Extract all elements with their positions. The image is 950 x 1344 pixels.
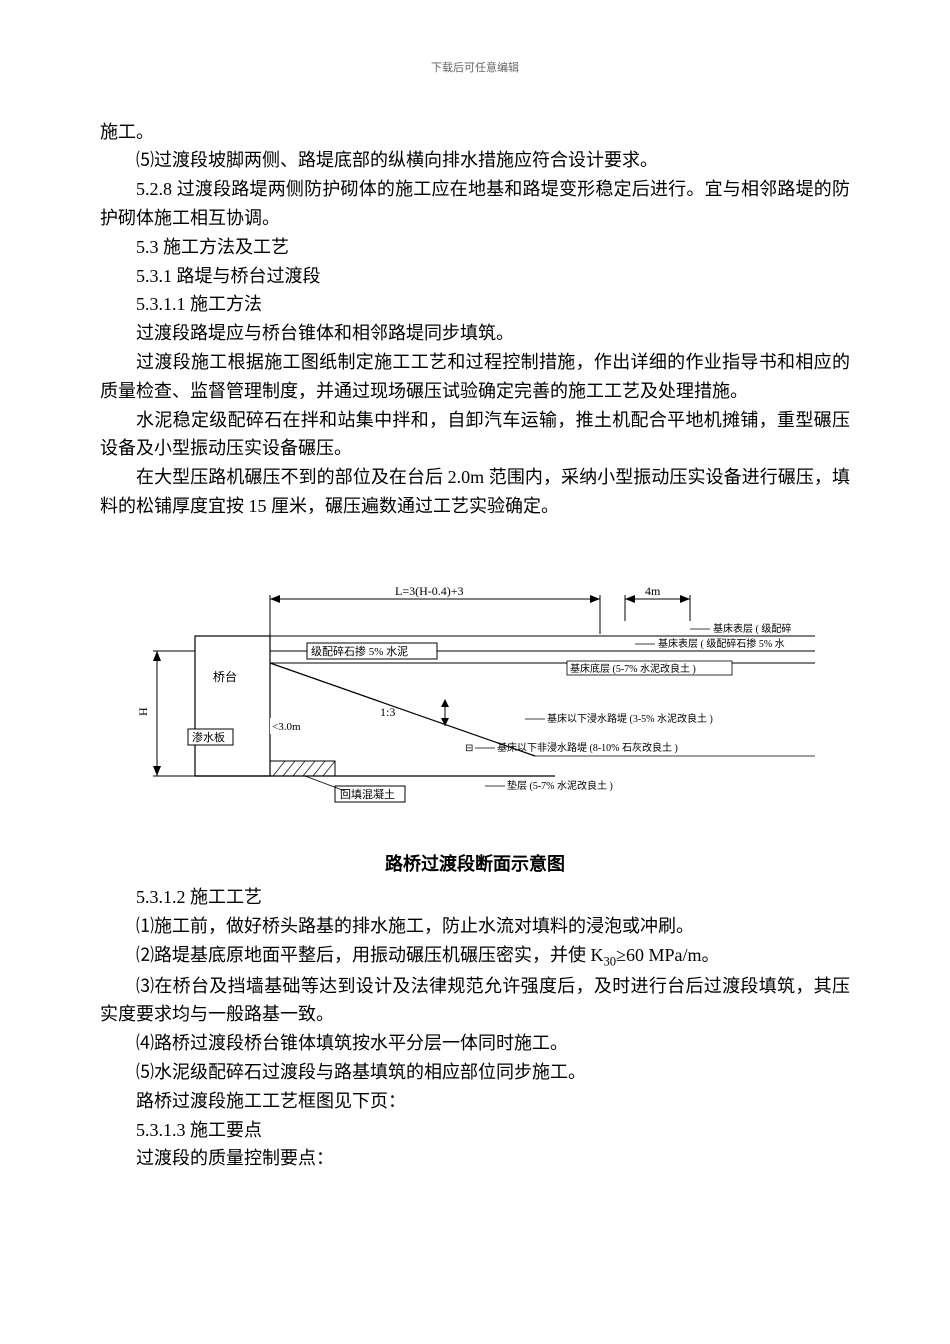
label-ratio: 1:3	[380, 705, 395, 719]
paragraph: ⑷路桥过渡段桥台锥体填筑按水平分层一体同时施工。	[100, 1029, 850, 1058]
label-seepage: 渗水板	[192, 730, 225, 744]
paragraph: 过渡段的质量控制要点：	[100, 1144, 850, 1173]
paragraph: 在大型压路机碾压不到的部位及在台后 2.0m 范围内，采纳小型振动压实设备进行碾…	[100, 463, 850, 521]
label-surface1: 基床表层 ( 级配碎	[713, 622, 791, 635]
paragraph: ⑴施工前，做好桥头路基的排水施工，防止水流对填料的浸泡或冲刷。	[100, 912, 850, 941]
heading: 5.3.1.3 施工要点	[100, 1116, 850, 1145]
paragraph: ⑶在桥台及挡墙基础等达到设计及法律规范允许强度后，及时进行台后过渡段填筑，其压实…	[100, 972, 850, 1030]
heading: 5.3.1 路堤与桥台过渡段	[100, 262, 850, 291]
label-4m: 4m	[645, 584, 661, 598]
paragraph: 5.2.8 过渡段路堤两侧防护砌体的施工应在地基和路堤变形稳定后进行。宜与相邻路…	[100, 175, 850, 233]
label-submerged: 基床以下浸水路堤 (3-5% 水泥改良土 )	[547, 712, 713, 725]
label-non-submerged: 基床以下非浸水路堤 (8-10% 石灰改良土 )	[497, 741, 678, 754]
heading: 5.3.1.2 施工工艺	[100, 883, 850, 912]
label-cushion: 垫层 (5-7% 水泥改良土 )	[507, 779, 613, 792]
label-surface2: 基床表层 ( 级配碎石掺 5% 水	[658, 637, 785, 650]
label-backfill: 回填混凝土	[340, 787, 395, 801]
diagram-title: 路桥过渡段断面示意图	[100, 850, 850, 879]
label-L-formula: L=3(H-0.4)+3	[395, 584, 464, 598]
page-header: 下载后可任意编辑	[100, 60, 850, 78]
label-H: H	[136, 707, 150, 716]
paragraph: 路桥过渡段施工工艺框图见下页：	[100, 1087, 850, 1116]
paragraph: 水泥稳定级配碎石在拌和站集中拌和，自卸汽车运输，推土机配合平地机摊铺，重型碾压设…	[100, 406, 850, 464]
label-strut: ⊟	[465, 743, 473, 754]
label-gravel5: 级配碎石掺 5% 水泥	[311, 644, 408, 658]
paragraph: 过渡段路堤应与桥台锥体和相邻路堤同步填筑。	[100, 319, 850, 348]
label-base-layer: 基床底层 (5-7% 水泥改良土 )	[570, 662, 696, 675]
paragraph: 过渡段施工根据施工图纸制定施工工艺和过程控制措施，作出详细的作业指导书和相应的质…	[100, 348, 850, 406]
label-bridge: 桥台	[213, 669, 237, 684]
paragraph: 施工。	[100, 118, 850, 147]
heading: 5.3 施工方法及工艺	[100, 233, 850, 262]
paragraph: ⑵路堤基底原地面平整后，用振动碾压机碾压密实，并使 K30≥60 MPa/m。	[100, 941, 850, 972]
paragraph: ⑸过渡段坡脚两侧、路堤底部的纵横向排水措施应符合设计要求。	[100, 146, 850, 175]
label-3m: <3.0m	[272, 721, 301, 733]
paragraph: ⑸水泥级配碎石过渡段与路基填筑的相应部位同步施工。	[100, 1058, 850, 1087]
cross-section-diagram: H L=3(H-0.4)+3 4m 桥台 渗水板 <3.0m 1:3 级配碎石掺…	[135, 581, 815, 825]
heading: 5.3.1.1 施工方法	[100, 290, 850, 319]
